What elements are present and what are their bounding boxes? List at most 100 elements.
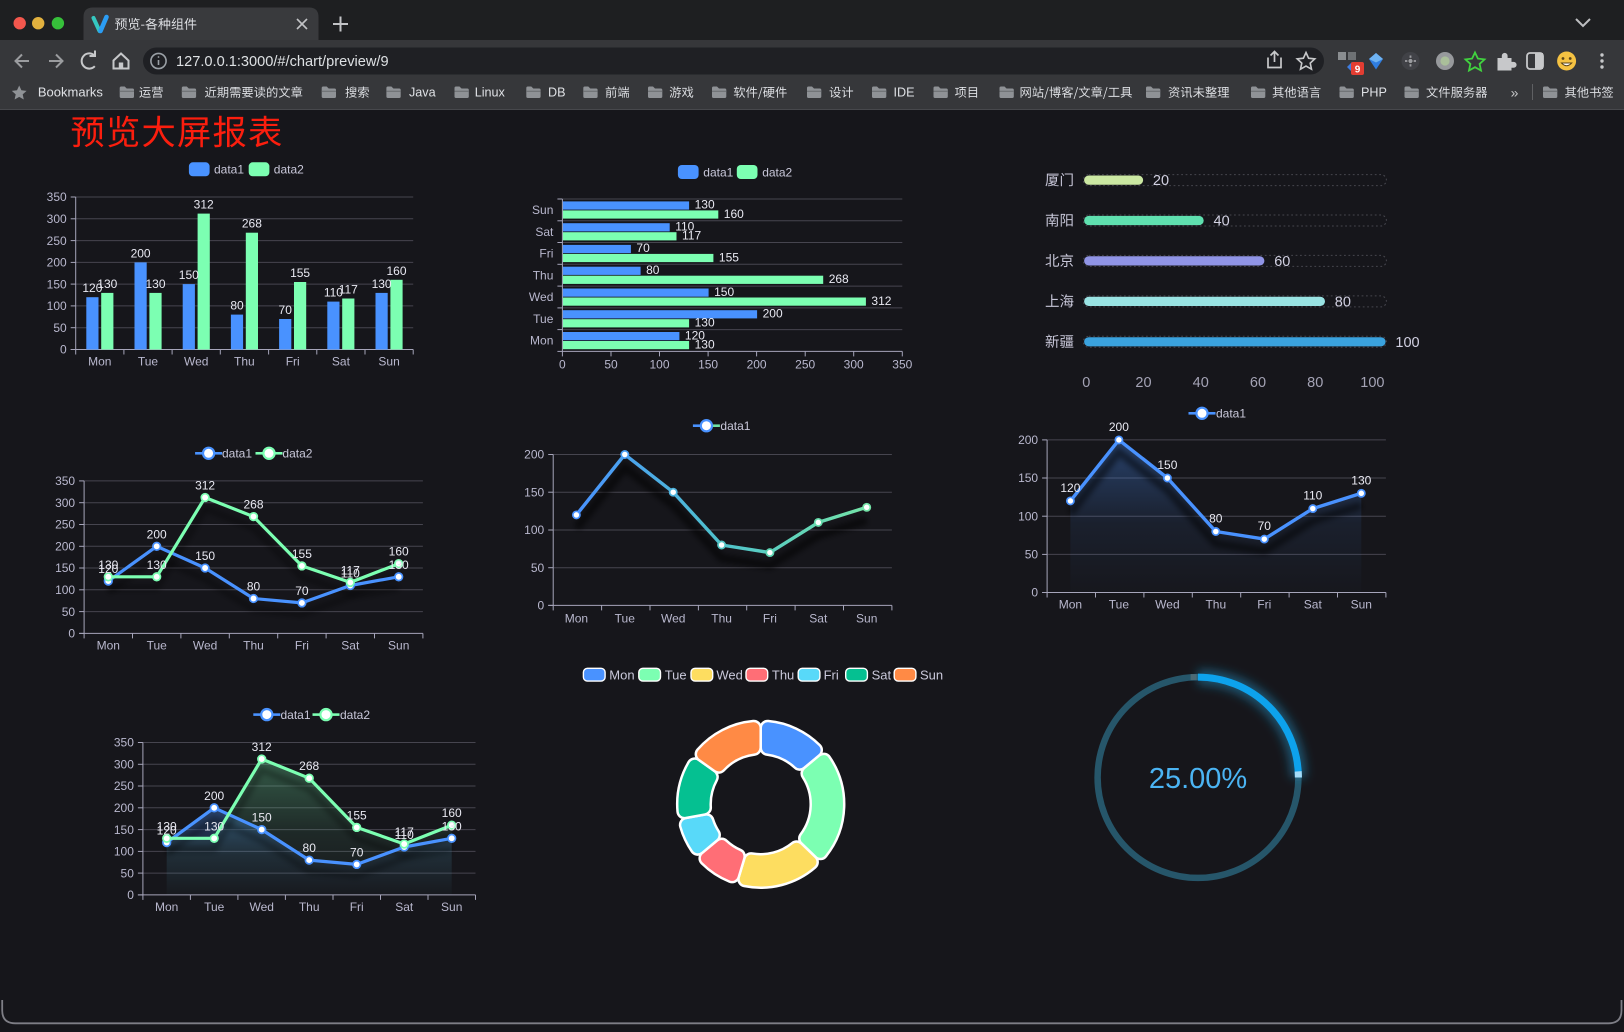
svg-text:Thu: Thu — [711, 611, 732, 625]
svg-text:250: 250 — [114, 779, 134, 793]
svg-text:160: 160 — [442, 806, 462, 820]
svg-text:Sat: Sat — [809, 611, 828, 625]
svg-text:Sat: Sat — [332, 355, 351, 369]
svg-text:0: 0 — [68, 627, 75, 641]
svg-text:Sat: Sat — [1304, 598, 1323, 612]
svg-text:Mon: Mon — [609, 668, 634, 683]
svg-text:Tue: Tue — [665, 668, 687, 683]
svg-text:100: 100 — [1360, 375, 1384, 391]
svg-text:Sun: Sun — [856, 611, 877, 625]
svg-text:Sun: Sun — [378, 355, 399, 369]
svg-text:130: 130 — [157, 819, 177, 833]
svg-text:0: 0 — [127, 888, 134, 902]
svg-text:data1: data1 — [1216, 407, 1246, 421]
svg-text:Sun: Sun — [441, 900, 462, 914]
svg-text:Fri: Fri — [824, 668, 839, 683]
svg-text:130: 130 — [695, 337, 715, 351]
svg-text:130: 130 — [695, 316, 715, 330]
svg-text:130: 130 — [147, 558, 167, 572]
svg-text:40: 40 — [1214, 214, 1230, 230]
svg-text:160: 160 — [386, 264, 406, 278]
svg-text:150: 150 — [1018, 471, 1038, 485]
svg-text:80: 80 — [1307, 375, 1323, 391]
svg-text:350: 350 — [114, 736, 134, 750]
svg-text:350: 350 — [47, 190, 67, 204]
svg-text:50: 50 — [121, 866, 135, 880]
svg-text:0: 0 — [559, 358, 566, 372]
svg-text:Sun: Sun — [1351, 598, 1372, 612]
svg-text:IDE: IDE — [894, 86, 915, 100]
svg-text:100: 100 — [55, 583, 75, 597]
svg-text:70: 70 — [279, 303, 293, 317]
svg-text:200: 200 — [147, 527, 167, 541]
svg-text:Fri: Fri — [350, 900, 364, 914]
svg-text:155: 155 — [719, 250, 739, 264]
svg-text:100: 100 — [1395, 335, 1419, 351]
svg-text:70: 70 — [295, 584, 309, 598]
svg-text:80: 80 — [230, 299, 244, 313]
svg-text:155: 155 — [347, 808, 367, 822]
svg-text:155: 155 — [292, 547, 312, 561]
svg-text:100: 100 — [114, 845, 134, 859]
svg-text:data2: data2 — [340, 708, 370, 722]
svg-text:Sun: Sun — [388, 639, 409, 653]
svg-text:120: 120 — [157, 824, 177, 838]
svg-text:data2: data2 — [282, 447, 312, 461]
svg-text:150: 150 — [714, 285, 734, 299]
svg-text:Tue: Tue — [615, 611, 636, 625]
svg-text:250: 250 — [47, 234, 67, 248]
svg-text:150: 150 — [195, 549, 215, 563]
svg-text:data1: data1 — [214, 163, 244, 177]
svg-text:Thu: Thu — [1205, 598, 1226, 612]
svg-text:312: 312 — [252, 740, 272, 754]
svg-text:100: 100 — [47, 299, 67, 313]
svg-text:350: 350 — [55, 474, 75, 488]
svg-text:Tue: Tue — [147, 639, 168, 653]
svg-text:Sat: Sat — [872, 668, 892, 683]
svg-text:100: 100 — [524, 523, 544, 537]
svg-text:110: 110 — [341, 567, 360, 581]
svg-text:312: 312 — [871, 294, 891, 308]
svg-text:Tue: Tue — [1109, 598, 1130, 612]
svg-text:268: 268 — [242, 217, 262, 231]
svg-text:50: 50 — [531, 561, 545, 575]
svg-text:268: 268 — [243, 498, 263, 512]
svg-text:50: 50 — [604, 358, 618, 372]
svg-text:Thu: Thu — [243, 639, 264, 653]
svg-text:150: 150 — [114, 823, 134, 837]
svg-text:120: 120 — [685, 328, 705, 342]
svg-text:Tue: Tue — [204, 900, 225, 914]
svg-text:150: 150 — [1157, 458, 1177, 472]
svg-text:130: 130 — [204, 819, 224, 833]
svg-text:130: 130 — [695, 198, 715, 212]
svg-text:Sat: Sat — [341, 639, 360, 653]
svg-text:Thu: Thu — [299, 900, 320, 914]
svg-text:110: 110 — [675, 220, 694, 234]
svg-text:20: 20 — [1135, 375, 1151, 391]
svg-text:117: 117 — [682, 229, 701, 243]
svg-text:110: 110 — [324, 286, 343, 300]
svg-text:Mon: Mon — [530, 334, 553, 348]
svg-text:Linux: Linux — [475, 86, 506, 100]
svg-text:Tue: Tue — [138, 355, 159, 369]
svg-text:200: 200 — [55, 540, 75, 554]
svg-text:60: 60 — [1274, 254, 1290, 270]
svg-text:130: 130 — [372, 277, 392, 291]
svg-text:200: 200 — [1109, 420, 1129, 434]
svg-text:155: 155 — [290, 266, 310, 280]
svg-text:80: 80 — [1209, 512, 1223, 526]
svg-text:150: 150 — [47, 277, 67, 291]
svg-text:50: 50 — [53, 321, 67, 335]
svg-text:160: 160 — [389, 545, 409, 559]
svg-text:120: 120 — [82, 281, 102, 295]
svg-text:127.0.0.1:3000/#/chart/preview: 127.0.0.1:3000/#/chart/preview/9 — [176, 54, 389, 70]
svg-text:350: 350 — [892, 358, 912, 372]
svg-text:312: 312 — [194, 198, 214, 212]
svg-text:data1: data1 — [281, 708, 311, 722]
svg-text:Thu: Thu — [234, 355, 255, 369]
svg-text:200: 200 — [747, 358, 767, 372]
svg-text:130: 130 — [98, 558, 118, 572]
svg-text:25.00%: 25.00% — [1149, 763, 1247, 795]
svg-text:Java: Java — [409, 86, 436, 100]
svg-text:130: 130 — [442, 819, 462, 833]
